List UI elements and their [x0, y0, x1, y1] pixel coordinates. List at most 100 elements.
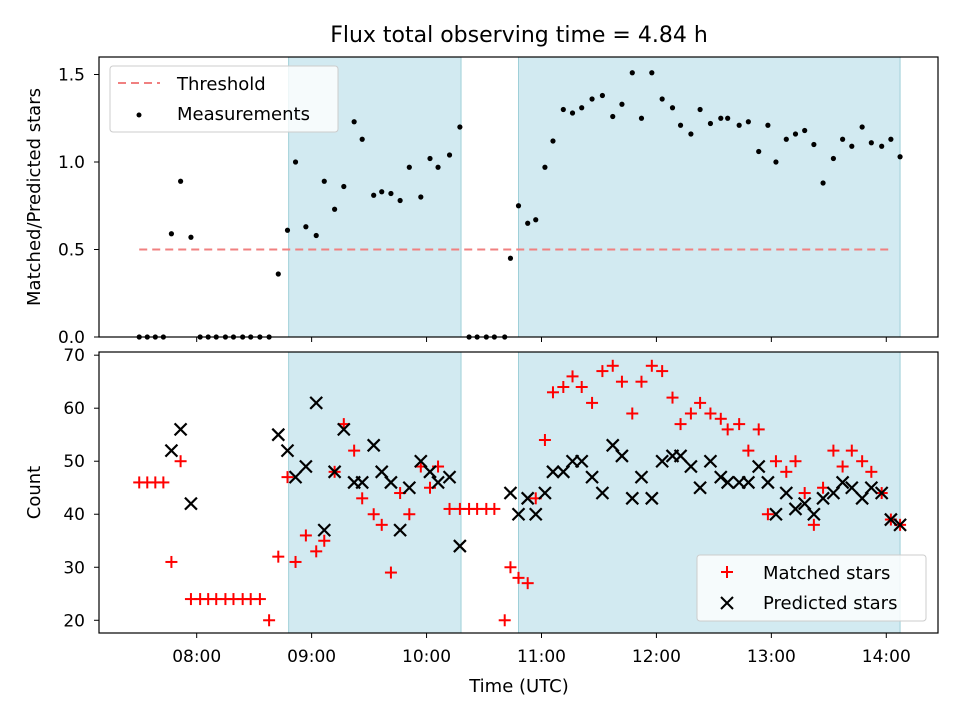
measurement-point: [811, 141, 817, 148]
matched-star-point: [721, 423, 734, 436]
predicted-star-point: [585, 470, 599, 484]
matched-star-point: [856, 455, 869, 468]
x-tick-label: 14:00: [862, 647, 911, 667]
matched-star-point: [714, 412, 727, 425]
legend-predicted-label: Predicted stars: [763, 593, 897, 614]
matched-star-point: [299, 529, 312, 542]
predicted-star-point: [788, 502, 803, 516]
predicted-star-point: [625, 491, 640, 506]
measurement-point: [178, 178, 184, 184]
matched-star-point: [504, 561, 517, 574]
matched-star-point: [865, 465, 878, 478]
matched-star-point: [674, 418, 687, 431]
matched-star-point: [367, 508, 380, 521]
measurement-point: [579, 105, 585, 111]
matched-star-point: [586, 396, 599, 409]
matched-star-point: [656, 365, 669, 378]
measurement-point: [569, 110, 576, 116]
chart-title: Flux total observing time = 4.84 h: [330, 23, 708, 48]
predicted-star-point: [393, 523, 407, 537]
predicted-star-point: [431, 475, 445, 490]
matched-star-point: [403, 508, 416, 521]
matched-star-point: [157, 476, 170, 489]
matched-star-point: [733, 418, 746, 431]
measurement-point: [332, 206, 338, 212]
y-tick-label: 60: [63, 399, 85, 419]
measurement-point: [599, 92, 606, 99]
matched-star-point: [845, 444, 858, 457]
measurement-point: [649, 70, 655, 76]
measurement-point: [446, 152, 453, 158]
predicted-star-point: [288, 470, 303, 484]
measurement-point: [406, 164, 412, 170]
legend-matched-marker: [721, 566, 733, 578]
measurement-point: [840, 136, 846, 142]
predicted-star-point: [402, 480, 417, 495]
matched-star-point: [666, 391, 679, 404]
measurement-point: [879, 143, 885, 149]
predicted-star-point: [615, 449, 629, 463]
x-tick-label: 12:00: [632, 647, 681, 667]
measurement-point: [783, 136, 789, 142]
matched-star-point: [684, 407, 697, 420]
measurement-point: [457, 124, 463, 130]
matched-star-point: [512, 571, 525, 584]
measurement-point: [275, 271, 281, 277]
predicted-star-point: [317, 523, 332, 537]
y-tick-label: 30: [63, 558, 85, 578]
matched-star-point: [635, 375, 648, 388]
predicted-star-point: [271, 427, 286, 442]
y-tick-label: 1.0: [58, 153, 85, 173]
matched-star-point: [780, 465, 793, 478]
measurement-point: [659, 96, 665, 102]
predicted-star-point: [864, 480, 879, 495]
matched-star-point: [789, 455, 802, 468]
measurement-point: [629, 70, 635, 76]
measurement-point: [638, 115, 645, 121]
predicted-star-point: [693, 480, 707, 495]
measurement-point: [688, 131, 694, 137]
measurement-point: [303, 224, 309, 230]
matched-star-point: [626, 407, 639, 420]
matched-star-point: [596, 365, 609, 378]
observing-band: [518, 56, 901, 338]
ratio-legend: Threshold Measurements: [109, 65, 339, 133]
matched-star-point: [165, 555, 178, 568]
legend-measurements-label: Measurements: [177, 104, 310, 125]
x-tick-label: 09:00: [287, 647, 336, 667]
predicted-star-point: [595, 486, 610, 500]
measurement-point: [168, 231, 175, 237]
matched-star-point: [443, 502, 456, 515]
x-tick-label: 08:00: [172, 647, 221, 667]
y-tick-label: 1.5: [58, 66, 85, 86]
matched-star-point: [384, 566, 397, 579]
x-tick-label: 10:00: [402, 647, 451, 667]
predicted-star-point: [751, 459, 766, 474]
measurement-point: [745, 119, 751, 125]
measurement-point: [515, 203, 522, 209]
predicted-star-point: [816, 491, 830, 506]
predicted-star-point: [684, 459, 698, 474]
matched-star-point: [263, 614, 276, 627]
predicted-star-point: [442, 470, 457, 484]
measurement-point: [397, 197, 403, 204]
measurement-point: [868, 140, 874, 146]
predicted-star-point: [884, 512, 898, 527]
measurement-point: [669, 105, 676, 111]
measurement-point: [507, 255, 514, 261]
predicted-star-point: [655, 454, 669, 468]
matched-star-point: [356, 492, 369, 505]
legend-matched-label: Matched stars: [763, 563, 890, 584]
measurement-point: [707, 120, 714, 127]
predicted-star-point: [720, 475, 735, 490]
matched-star-point: [281, 471, 294, 484]
matched-star-point: [742, 444, 755, 457]
measurement-point: [525, 220, 531, 226]
predicted-star-point: [761, 475, 775, 490]
matched-star-point: [606, 359, 619, 372]
predicted-star-point: [538, 486, 552, 500]
matched-star-point: [498, 614, 511, 627]
measurement-point: [677, 122, 684, 128]
measurement-point: [802, 127, 808, 134]
matched-star-point: [704, 407, 717, 420]
